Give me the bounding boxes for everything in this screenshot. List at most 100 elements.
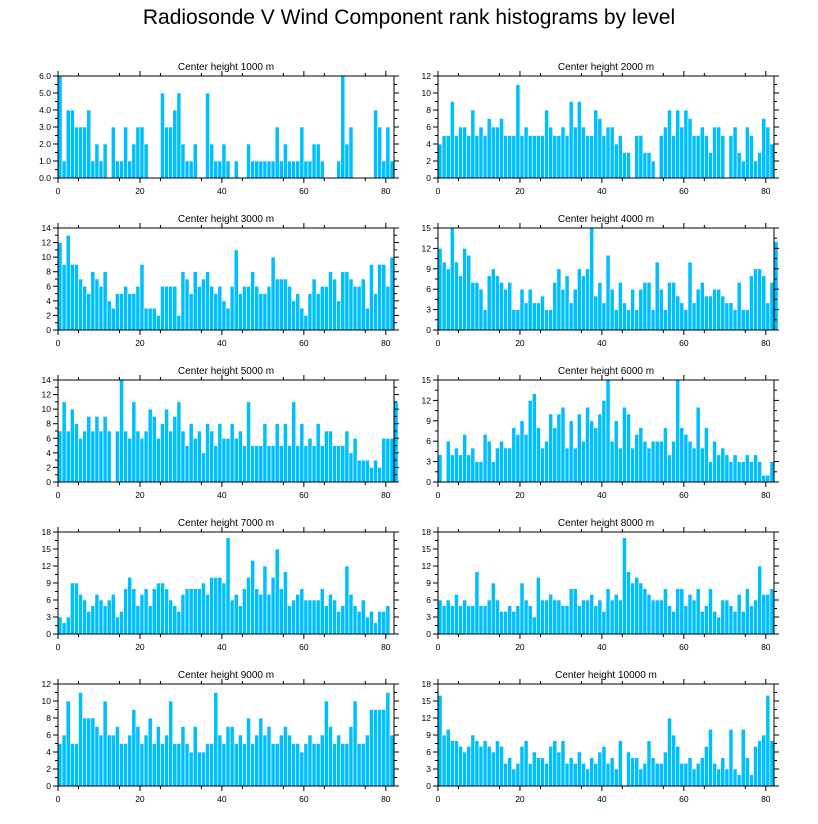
histogram-bar xyxy=(769,143,775,179)
histogram-bar xyxy=(699,447,705,483)
histogram-bar xyxy=(176,315,182,331)
histogram-bar xyxy=(630,757,635,787)
histogram-bar xyxy=(311,599,317,635)
histogram-bar xyxy=(307,437,313,483)
histogram-bar xyxy=(708,461,713,483)
histogram-bar xyxy=(344,271,350,331)
y-tick-label: 2 xyxy=(46,310,51,320)
histogram-bar xyxy=(708,295,713,331)
histogram-bar xyxy=(82,285,87,331)
histogram-bar xyxy=(511,768,517,787)
histogram-bar xyxy=(626,751,631,787)
histogram-bar xyxy=(315,143,321,179)
histogram-bar xyxy=(540,757,545,787)
histogram-bar xyxy=(691,447,697,483)
histogram-bar xyxy=(287,445,292,483)
histogram-bar xyxy=(369,611,374,635)
histogram-bar xyxy=(687,261,693,331)
histogram-bar xyxy=(180,726,186,787)
histogram-bar xyxy=(131,143,137,179)
histogram-bar xyxy=(377,264,383,331)
histogram-bar xyxy=(192,588,198,635)
histogram-bar xyxy=(519,746,525,787)
histogram-bar xyxy=(213,293,219,331)
histogram-bar xyxy=(274,743,280,787)
histogram-bar xyxy=(381,611,387,635)
x-tick-label: 20 xyxy=(135,490,145,500)
histogram-bar xyxy=(769,282,775,331)
histogram-bar xyxy=(94,278,100,331)
histogram-bar xyxy=(57,743,63,787)
histogram-bar xyxy=(716,126,722,179)
histogram-bar xyxy=(389,437,395,483)
histogram-bar xyxy=(315,293,321,331)
histogram-bar xyxy=(609,757,615,787)
histogram-bar xyxy=(246,401,251,483)
histogram-bar xyxy=(589,135,595,179)
histogram-bar xyxy=(490,126,496,179)
histogram-bar xyxy=(365,459,370,483)
histogram-bar xyxy=(445,135,451,179)
histogram-bar xyxy=(466,605,472,635)
histogram-bar xyxy=(262,160,268,179)
histogram-bar xyxy=(123,285,128,331)
histogram-bar xyxy=(201,278,206,331)
histogram-panel: Center height 8000 m 0 3 6 9 12 15 18 0 20 40 60 80 xyxy=(422,518,779,652)
histogram-bar xyxy=(209,577,215,635)
histogram-bar xyxy=(740,309,746,331)
histogram-bar xyxy=(658,440,664,483)
histogram-bar xyxy=(495,275,500,331)
histogram-bar xyxy=(184,160,190,179)
histogram-bar xyxy=(560,288,566,331)
histogram-bar xyxy=(605,379,611,483)
histogram-bar xyxy=(336,300,342,331)
histogram-bar xyxy=(589,227,595,331)
y-tick-label: 3 xyxy=(46,612,51,622)
histogram-bar xyxy=(258,594,264,635)
histogram-bar xyxy=(679,126,685,179)
histogram-bar xyxy=(270,577,276,635)
histogram-bar xyxy=(61,401,67,483)
histogram-bar xyxy=(462,434,467,483)
histogram-bar xyxy=(585,599,590,635)
histogram-bar xyxy=(205,423,210,483)
histogram-bar xyxy=(356,611,362,635)
histogram-bar xyxy=(229,423,235,483)
histogram-bar xyxy=(577,751,582,787)
histogram-bar xyxy=(646,282,652,331)
histogram-bar xyxy=(560,740,566,787)
x-tick-label: 60 xyxy=(299,794,309,804)
histogram-bar xyxy=(90,717,96,787)
y-tick-label: 3 xyxy=(426,612,431,622)
histogram-bar xyxy=(274,278,280,331)
x-tick-label: 40 xyxy=(217,186,227,196)
histogram-bar xyxy=(184,743,190,787)
histogram-bar xyxy=(572,126,578,179)
histogram-bar xyxy=(90,160,96,179)
histogram-panel: Center height 7000 m 0 3 6 9 12 15 18 0 20 40 60 80 xyxy=(42,518,399,652)
y-tick-label: 3 xyxy=(426,457,431,467)
histogram-bar xyxy=(78,278,83,331)
histogram-bar xyxy=(270,743,276,787)
histogram-bar xyxy=(695,288,701,331)
histogram-bar xyxy=(646,740,652,787)
histogram-bar xyxy=(470,282,476,331)
histogram-bar xyxy=(523,740,529,787)
histogram-bar xyxy=(531,751,537,787)
histogram-bar xyxy=(184,278,190,331)
histogram-bar xyxy=(106,300,112,331)
histogram-bar xyxy=(365,734,370,787)
histogram-bar xyxy=(474,135,480,179)
histogram-bar xyxy=(613,143,619,179)
histogram-panel: Center height 2000 m 0 2 4 6 8 10 12 0 20 40 60 80 xyxy=(422,62,779,196)
histogram-bar xyxy=(127,734,133,787)
histogram-bar xyxy=(94,143,100,179)
histogram-bar xyxy=(769,461,775,483)
histogram-bar xyxy=(315,599,321,635)
y-tick-label: 3.0 xyxy=(39,122,51,132)
histogram-bar xyxy=(115,726,120,787)
histogram-bar xyxy=(389,256,395,331)
histogram-bar xyxy=(61,734,67,787)
histogram-bar xyxy=(180,594,186,635)
histogram-bar xyxy=(536,577,541,635)
